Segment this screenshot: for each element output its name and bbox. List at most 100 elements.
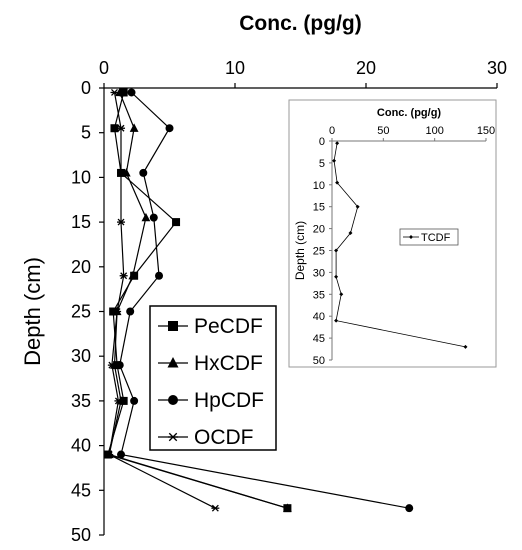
inset-chart-frame: [288, 99, 497, 368]
main-x-tick-label: 0: [99, 58, 109, 78]
main-ocdf-point-stroke: [105, 451, 113, 458]
main-hpcdf-point: [165, 124, 174, 133]
inset-tcdf-point: [335, 180, 340, 185]
main-ocdf-point: [114, 397, 123, 405]
inset-tcdf-point: [339, 292, 344, 297]
main-hpcdf-line: [119, 92, 410, 509]
main-y-tick-label: 50: [71, 525, 91, 545]
main-x-tick-label: 20: [356, 58, 376, 78]
inset-y-tick-label: 30: [313, 267, 325, 279]
main-ocdf-line: [108, 92, 216, 509]
main-ocdf-point: [105, 451, 114, 458]
inset-y-tick-label: 0: [319, 136, 325, 148]
main-hpcdf-point: [126, 307, 135, 316]
main-y-tick-label: 25: [71, 302, 91, 322]
inset-y-tick-label: 5: [319, 158, 325, 170]
legend-hxcdf-marker: [167, 357, 179, 368]
inset-y-tick-label: 45: [313, 333, 325, 345]
main-ocdf-point-stroke: [117, 218, 125, 226]
inset-tcdf-point: [332, 158, 337, 163]
legend-ocdf-marker-stroke: [168, 432, 178, 442]
inset-y-tick-label: 15: [313, 202, 325, 214]
main-ocdf-point: [113, 308, 122, 315]
main-hxcdf-point: [121, 168, 131, 177]
main-pecdf-point: [110, 124, 119, 133]
main-ocdf-point: [107, 361, 116, 369]
inset-tcdf-point: [355, 204, 360, 209]
main-hxcdf-point: [283, 503, 292, 512]
inset-axes: [329, 138, 487, 361]
main-ocdf-point-stroke: [211, 504, 219, 512]
main-hpcdf-point: [405, 504, 414, 513]
main-hxcdf-point: [115, 87, 125, 97]
legend-hxcdf-label: HxCDF: [194, 352, 263, 375]
inset-y-tick-label: 25: [313, 246, 325, 258]
inset-x-tick-label: 100: [425, 125, 443, 137]
main-hpcdf-point: [115, 361, 124, 370]
inset-legend-tcdf-label: TCDF: [421, 232, 451, 244]
main-ocdf-point: [117, 218, 126, 226]
inset-y-tick-label: 40: [313, 311, 325, 323]
inset-y-tick-label: 10: [313, 180, 325, 192]
inset-x-tick-label: 50: [377, 125, 389, 137]
main-y-tick-label: 30: [71, 346, 91, 366]
inset-legend: TCDF: [399, 228, 459, 246]
main-axes: [99, 83, 498, 536]
main-ocdf-point-stroke: [111, 89, 118, 96]
main-pecdf-point: [119, 88, 128, 97]
main-y-tick-label: 0: [81, 78, 91, 98]
inset-x-tick-label: 0: [329, 125, 335, 137]
main-hxcdf-line: [108, 92, 288, 509]
inset-x-tick-label: 150: [477, 125, 495, 137]
inset-axis-ticks: 0 50 100 150 0 5 10 15 20 25 30 35 40 45 50: [313, 125, 495, 367]
main-pecdf-line: [107, 92, 288, 509]
inset-y-tick-label: 20: [313, 224, 325, 236]
inset-tcdf-line: [333, 143, 466, 348]
main-ocdf-point: [117, 124, 126, 132]
main-hxcdf-point: [141, 212, 151, 222]
main-hxcdf-point: [128, 270, 138, 280]
main-y-tick-label: 40: [71, 436, 91, 456]
main-ocdf-point: [211, 504, 220, 512]
inset-plot-series: [332, 141, 468, 349]
inset-x-axis-title: Conc. (pg/g): [377, 107, 441, 119]
main-hpcdf-point: [139, 168, 148, 177]
legend-hpcdf-marker: [168, 395, 178, 405]
main-y-tick-label: 5: [81, 123, 91, 143]
main-ocdf-point-stroke: [113, 308, 121, 315]
main-ocdf-point: [110, 89, 119, 96]
inset-tcdf-point: [334, 274, 339, 279]
inset-tcdf-point: [348, 230, 353, 235]
main-y-tick-label: 35: [71, 391, 91, 411]
main-hpcdf-point: [155, 271, 164, 280]
main-hpcdf-point: [149, 213, 158, 222]
inset-legend-box: [399, 228, 459, 246]
inset-tcdf-point: [335, 141, 340, 146]
main-y-tick-label: 20: [71, 257, 91, 277]
main-hpcdf-point: [117, 450, 126, 459]
main-pecdf-point: [119, 396, 128, 405]
inset-y-axis-title: Depth (cm): [293, 221, 307, 280]
inset-legend-tcdf-marker: [409, 235, 413, 239]
main-pecdf-point: [172, 218, 181, 227]
main-x-axis-title: Conc. (pg/g): [239, 12, 361, 35]
main-x-tick-label: 30: [487, 58, 507, 78]
main-ocdf-point-stroke: [108, 361, 116, 369]
main-ocdf-point-stroke: [120, 272, 128, 280]
main-plot-series: [103, 87, 414, 513]
inset-tcdf-point: [463, 344, 468, 349]
main-x-tick-label: 10: [225, 58, 245, 78]
main-ocdf-point: [119, 272, 128, 280]
main-y-tick-label: 45: [71, 480, 91, 500]
inset-tcdf-point: [334, 248, 339, 253]
main-ocdf-point-stroke: [117, 124, 125, 132]
main-y-tick-label: 10: [71, 167, 91, 187]
main-y-tick-label: 15: [71, 212, 91, 232]
main-hxcdf-point: [129, 123, 139, 132]
main-ocdf-point: [117, 169, 126, 177]
main-y-axis-title: Depth (cm): [20, 257, 45, 366]
legend-pecdf-marker: [168, 321, 178, 331]
legend-hpcdf-label: HpCDF: [194, 389, 264, 412]
